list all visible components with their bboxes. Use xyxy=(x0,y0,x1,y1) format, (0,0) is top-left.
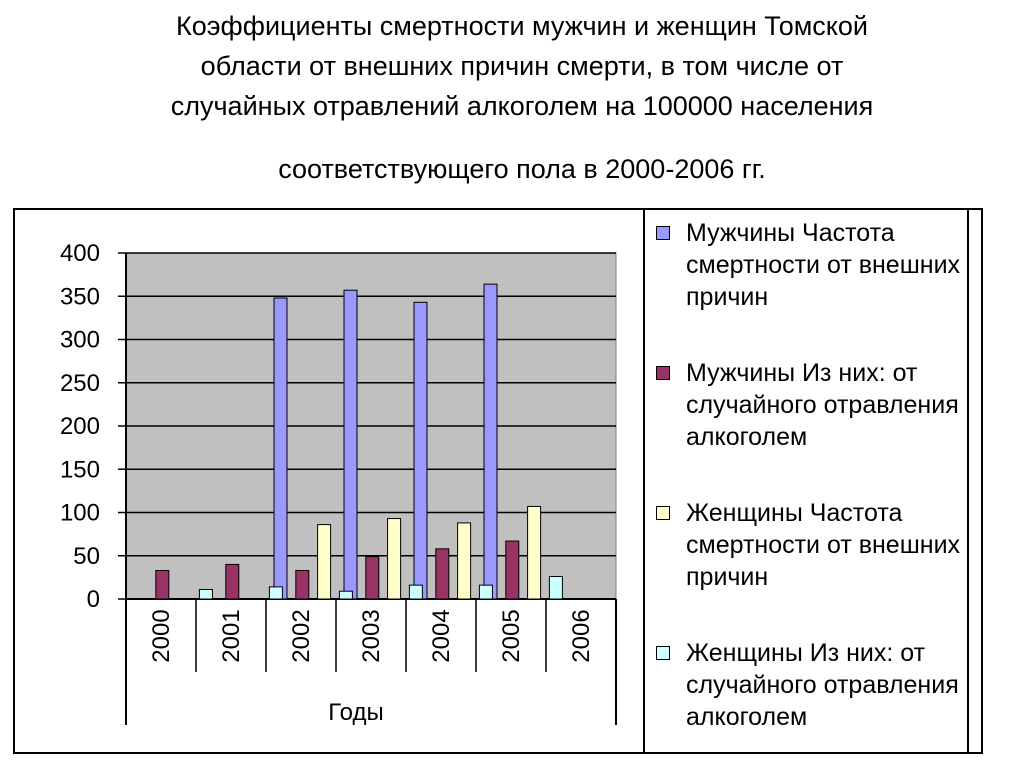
bar xyxy=(225,563,240,600)
legend-swatch xyxy=(656,506,670,520)
bar xyxy=(413,301,428,600)
y-tick-label: 250 xyxy=(60,370,100,397)
y-tick-label: 400 xyxy=(60,240,100,267)
x-tick-label: 2004 xyxy=(428,609,455,662)
legend-swatch xyxy=(656,646,670,660)
legend-label: Мужчины Частота смертности от внешних пр… xyxy=(686,219,961,311)
bar xyxy=(198,588,213,600)
bar xyxy=(548,576,563,600)
title-line-4: соответствующего пола в 2000-2006 гг. xyxy=(278,154,766,184)
bar xyxy=(273,297,288,600)
y-tick-label: 350 xyxy=(60,283,100,310)
bar xyxy=(527,505,542,600)
bar xyxy=(408,584,423,600)
bar xyxy=(268,586,283,600)
x-axis-label: Годы xyxy=(328,699,383,726)
y-tick-label: 100 xyxy=(60,500,100,527)
bar xyxy=(483,283,498,600)
bar xyxy=(338,590,353,600)
bar xyxy=(295,569,310,600)
y-tick-label: 200 xyxy=(60,413,100,440)
title-line-1: Коэффициенты смертности мужчин и женщин … xyxy=(176,11,868,41)
title-line-2: области от внешних причин смерти, в том … xyxy=(200,51,844,81)
y-tick-label: 0 xyxy=(87,586,100,613)
chart-frame xyxy=(13,208,983,754)
chart-title: Коэффициенты смертности мужчин и женщин … xyxy=(40,6,1004,189)
bar xyxy=(155,569,170,600)
y-tick-label: 50 xyxy=(73,543,100,570)
x-tick-label: 2006 xyxy=(568,609,595,662)
x-tick-label: 2005 xyxy=(498,609,525,662)
chart-legend: Мужчины Частота смертности от внешних пр… xyxy=(652,217,970,752)
x-tick-label: 2000 xyxy=(148,609,175,662)
bar xyxy=(317,524,332,600)
y-tick-label: 150 xyxy=(60,456,100,483)
bar xyxy=(435,548,450,600)
x-tick-label: 2002 xyxy=(288,609,315,662)
x-tick-label: 2001 xyxy=(218,609,245,662)
legend-label: Женщины Частота смертности от внешних пр… xyxy=(686,499,961,591)
bar xyxy=(343,289,358,600)
bar xyxy=(478,584,493,600)
legend-label: Женщины Из них: от случайного отравления… xyxy=(686,639,959,731)
bar xyxy=(505,540,520,600)
bar xyxy=(457,522,472,600)
legend-swatch xyxy=(656,366,670,380)
bar xyxy=(365,556,380,600)
legend-label: Мужчины Из них: от случайного отравления… xyxy=(686,359,959,451)
y-tick-label: 300 xyxy=(60,327,100,354)
bar xyxy=(387,518,402,600)
legend-swatch xyxy=(656,226,670,240)
x-tick-label: 2003 xyxy=(358,609,385,662)
title-line-3: случайных отравлений алкоголем на 100000… xyxy=(170,91,874,121)
